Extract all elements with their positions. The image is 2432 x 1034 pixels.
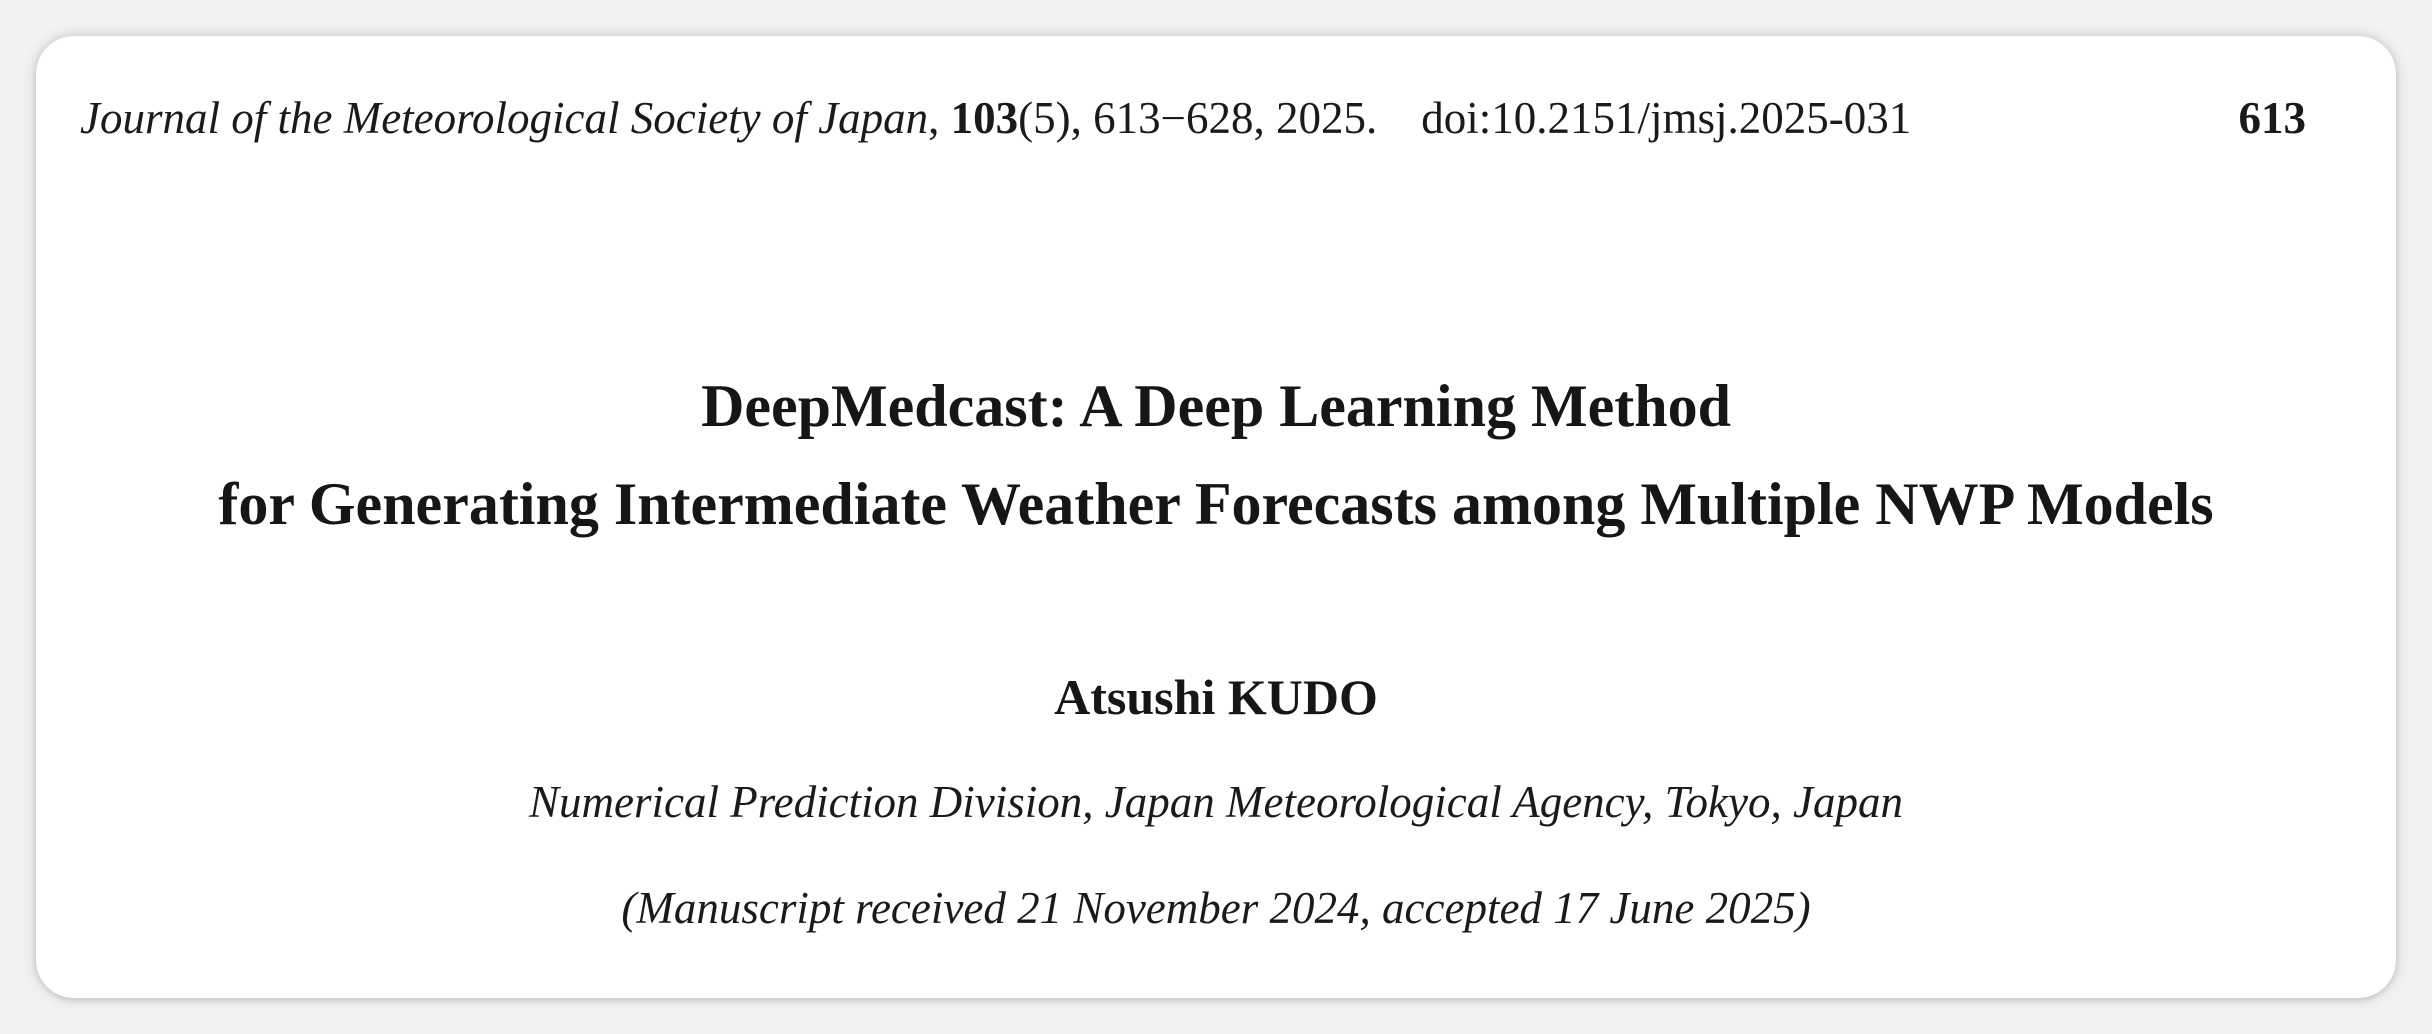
- doi-text: doi:10.2151/jmsj.2025-031: [1421, 93, 1912, 143]
- page-number: 613: [2238, 93, 2307, 143]
- paper-page: Journal of the Meteorological Society of…: [36, 36, 2396, 998]
- journal-citation: Journal of the Meteorological Society of…: [80, 96, 1911, 141]
- volume-number: 103: [950, 93, 1019, 143]
- manuscript-dates: (Manuscript received 21 November 2024, a…: [621, 883, 1811, 933]
- citation-comma: ,: [928, 93, 940, 143]
- title-line-2: for Generating Intermediate Weather Fore…: [218, 471, 2214, 537]
- author-name: Atsushi KUDO: [1054, 669, 1378, 725]
- issue-pages-year: (5), 613−628, 2025.: [1018, 93, 1378, 143]
- author-affiliation: Numerical Prediction Division, Japan Met…: [529, 777, 1903, 827]
- title-line-1: DeepMedcast: A Deep Learning Method: [701, 373, 1731, 439]
- journal-name: Journal of the Meteorological Society of…: [80, 93, 929, 143]
